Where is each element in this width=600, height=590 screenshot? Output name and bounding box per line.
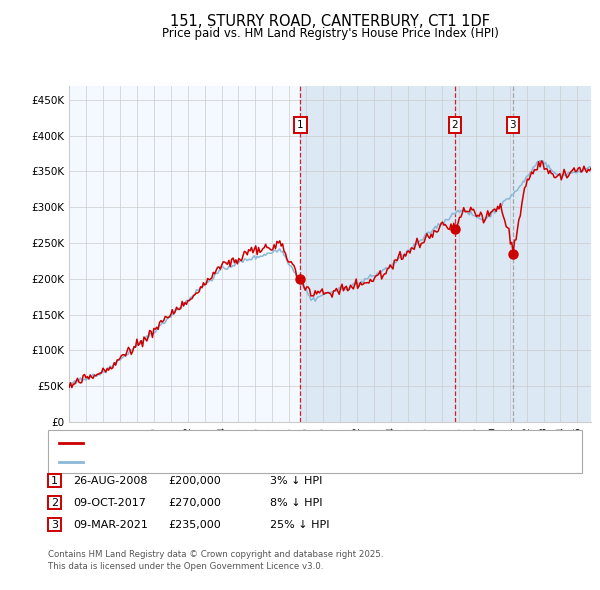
Text: 2: 2 [452,120,458,130]
Text: 8% ↓ HPI: 8% ↓ HPI [270,498,323,507]
Text: 151, STURRY ROAD, CANTERBURY, CT1 1DF: 151, STURRY ROAD, CANTERBURY, CT1 1DF [170,14,490,29]
Text: 26-AUG-2008: 26-AUG-2008 [73,476,148,486]
Text: Price paid vs. HM Land Registry's House Price Index (HPI): Price paid vs. HM Land Registry's House … [161,27,499,40]
Text: £235,000: £235,000 [168,520,221,529]
Text: 09-OCT-2017: 09-OCT-2017 [73,498,146,507]
Text: 09-MAR-2021: 09-MAR-2021 [73,520,148,529]
Text: £270,000: £270,000 [168,498,221,507]
Text: 25% ↓ HPI: 25% ↓ HPI [270,520,329,529]
Text: £200,000: £200,000 [168,476,221,486]
Text: HPI: Average price, semi-detached house, Canterbury: HPI: Average price, semi-detached house,… [87,457,368,467]
Text: 3% ↓ HPI: 3% ↓ HPI [270,476,322,486]
Text: 1: 1 [51,476,58,486]
Text: 3: 3 [51,520,58,529]
Text: 151, STURRY ROAD, CANTERBURY, CT1 1DF (semi-detached house): 151, STURRY ROAD, CANTERBURY, CT1 1DF (s… [87,438,438,448]
Text: 1: 1 [297,120,304,130]
Bar [301,86,591,422]
Text: 2: 2 [51,498,58,507]
Text: 3: 3 [509,120,516,130]
Text: Contains HM Land Registry data © Crown copyright and database right 2025.
This d: Contains HM Land Registry data © Crown c… [48,550,383,571]
